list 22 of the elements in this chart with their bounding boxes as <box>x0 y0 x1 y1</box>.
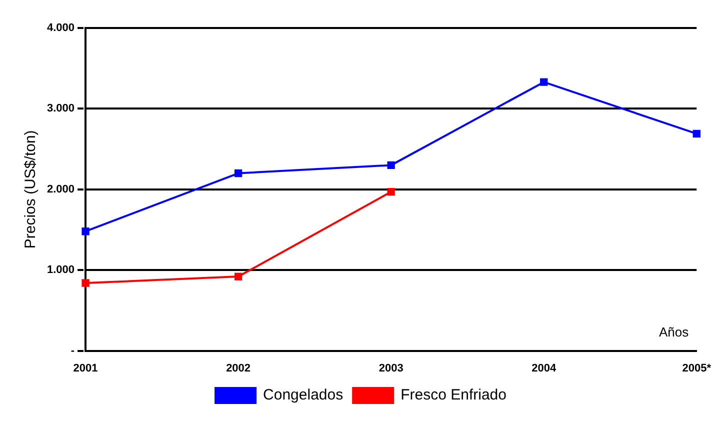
x-tick-label: 2002 <box>226 362 251 374</box>
annotation: Años <box>658 324 690 340</box>
y-tick-label: 2.000 <box>46 183 75 196</box>
legend-label: Fresco Enfriado <box>400 386 506 404</box>
point <box>692 130 700 138</box>
legend-label: Congelados <box>263 386 344 404</box>
y-tick-label: - <box>70 344 75 357</box>
y-axis-title: Precios (US$/ton) <box>22 130 40 249</box>
point <box>82 279 90 287</box>
x-tick-label: 2001 <box>73 362 98 374</box>
y-tick-label: 3.000 <box>46 102 75 115</box>
y-tick-label: 4.000 <box>46 22 75 34</box>
x-tick-label: 2005* <box>682 362 712 374</box>
point <box>82 228 90 236</box>
y-tick-label: 1.000 <box>46 264 75 276</box>
point <box>234 169 242 178</box>
point <box>540 78 548 86</box>
point <box>387 161 395 170</box>
point <box>234 272 242 280</box>
x-tick-label: 2004 <box>532 362 557 374</box>
x-tick-label: 2003 <box>378 362 404 374</box>
point <box>387 188 395 196</box>
